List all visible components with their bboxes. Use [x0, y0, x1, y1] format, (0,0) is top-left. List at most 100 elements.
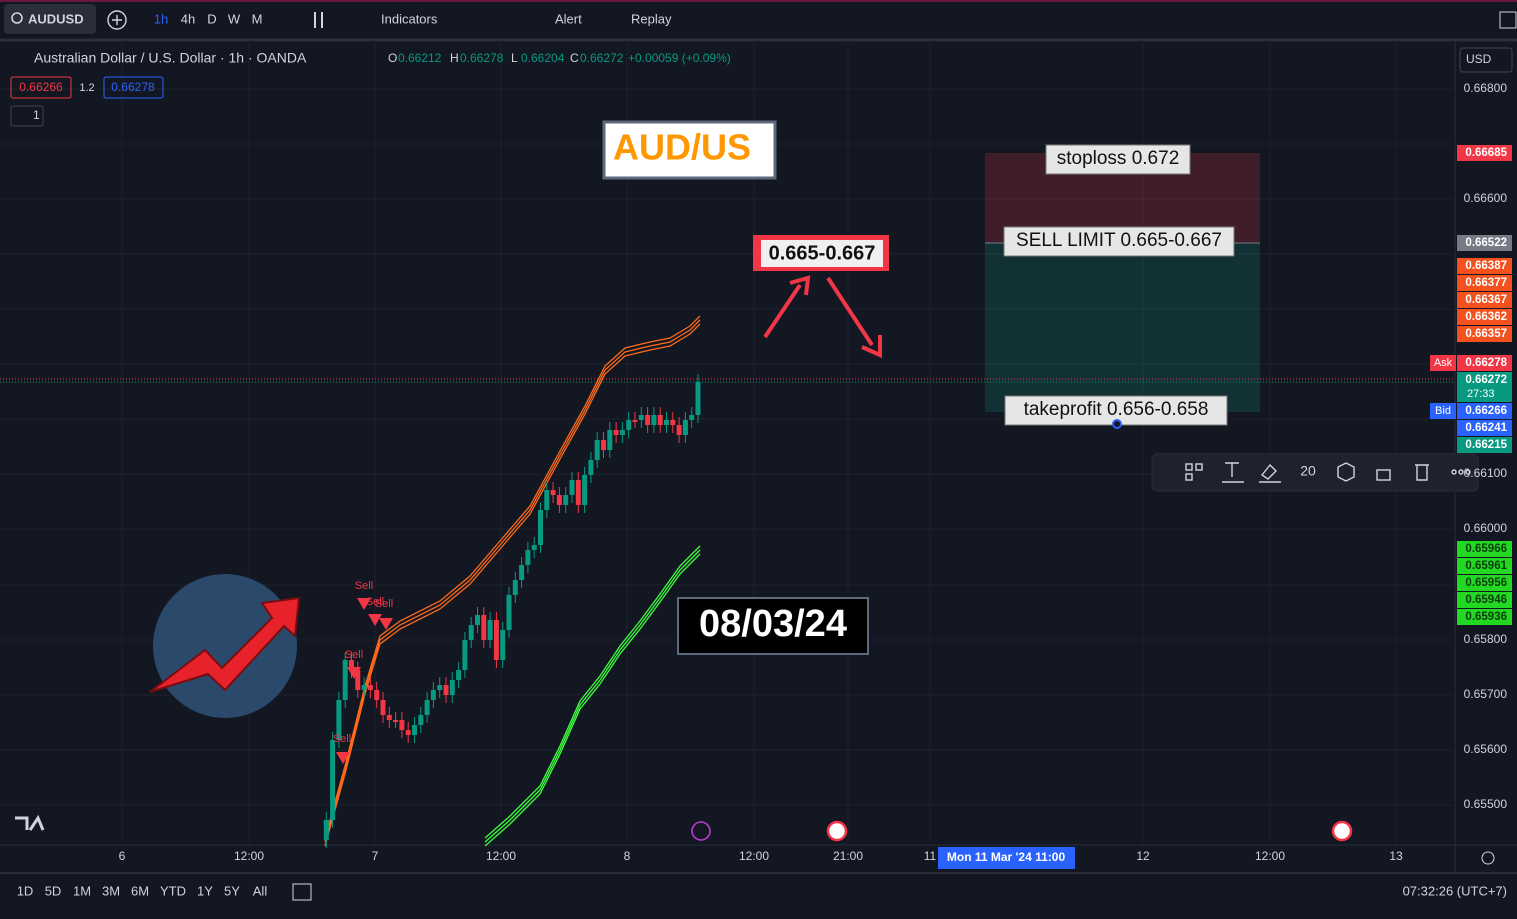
- green-band: [484, 545, 701, 839]
- bid-badge-bg: [1457, 403, 1512, 419]
- window-icon[interactable]: [1499, 11, 1517, 29]
- interval[interactable]: 1h: [154, 11, 168, 26]
- date-box[interactable]: [677, 597, 869, 655]
- orange-band: [324, 315, 701, 839]
- buy-box[interactable]: [103, 76, 164, 99]
- candle: [563, 495, 569, 505]
- range-button[interactable]: 1D: [17, 883, 34, 898]
- indicators[interactable]: Indicators: [381, 11, 438, 26]
- interval[interactable]: D: [207, 11, 216, 26]
- tool-template-c: [1185, 473, 1193, 481]
- tool-lock[interactable]: [1376, 469, 1391, 481]
- currency-box[interactable]: [1459, 47, 1513, 73]
- signal-label: Sell: [375, 598, 393, 610]
- candle: [676, 425, 682, 435]
- candle: [613, 430, 619, 435]
- order-badge: 0.66377: [1465, 277, 1507, 289]
- event-icon[interactable]: [691, 821, 711, 841]
- green-badge: 0.65961: [1465, 560, 1507, 572]
- change: +0.00059 (+0.09%): [628, 51, 731, 65]
- symbol[interactable]: AUDUSD: [28, 11, 84, 26]
- range-button[interactable]: 1M: [73, 883, 91, 898]
- sell-label-box[interactable]: [1003, 226, 1235, 257]
- range-button[interactable]: 5D: [45, 883, 62, 898]
- signal-label: Sell: [366, 596, 384, 608]
- green-badge: 0.65936: [1465, 611, 1507, 623]
- bid-label-bg: [1430, 403, 1456, 419]
- date-annotation[interactable]: 08/03/24: [699, 603, 847, 645]
- indicators-box[interactable]: [10, 105, 44, 127]
- us-event-b[interactable]: [1331, 820, 1353, 842]
- logo-arrow: [149, 596, 301, 693]
- sell-box[interactable]: [10, 76, 72, 99]
- interval[interactable]: 4h: [181, 11, 195, 26]
- candle: [556, 495, 562, 505]
- tool-fill[interactable]: [1259, 463, 1281, 483]
- order-badge: 0.66387: [1465, 260, 1507, 272]
- range-annotation[interactable]: 0.665-0.667: [769, 242, 876, 264]
- currency[interactable]: USD: [1466, 52, 1492, 66]
- line-width[interactable]: 20: [1300, 463, 1316, 479]
- sell-limit-label[interactable]: SELL LIMIT 0.665-0.667: [1016, 230, 1222, 251]
- crosshair-time: Mon 11 Mar '24 11:00: [947, 850, 1066, 864]
- buy-price[interactable]: 0.66278: [111, 80, 155, 94]
- legend-title: Australian Dollar / U.S. Dollar · 1h · O…: [34, 50, 307, 66]
- time-label: 12:00: [486, 849, 516, 863]
- handle[interactable]: [1112, 419, 1122, 429]
- interval[interactable]: M: [252, 11, 263, 26]
- stoploss-label[interactable]: stoploss 0.672: [1057, 148, 1180, 169]
- takeprofit-zone[interactable]: [985, 243, 1260, 412]
- search-icon: [11, 12, 23, 24]
- symbol-box[interactable]: [4, 4, 96, 34]
- range-button[interactable]: 6M: [131, 883, 149, 898]
- candle: [638, 415, 644, 420]
- candle: [657, 415, 663, 425]
- candle: [336, 700, 342, 740]
- calendar-icon[interactable]: [292, 883, 312, 901]
- tv-logo[interactable]: [15, 814, 45, 831]
- candle-icon[interactable]: [314, 12, 323, 28]
- us-event[interactable]: [826, 820, 848, 842]
- time-label: 13: [1389, 849, 1403, 863]
- replay[interactable]: Replay: [631, 11, 672, 26]
- axis-settings[interactable]: [1481, 851, 1495, 865]
- orange-band: [324, 319, 701, 843]
- candle: [367, 685, 373, 690]
- green-badge-bg: [1457, 541, 1512, 557]
- tool-more-b: [1458, 469, 1464, 475]
- candle: [430, 690, 436, 700]
- candle: [626, 420, 632, 430]
- range-button[interactable]: 5Y: [224, 883, 240, 898]
- candle: [607, 430, 613, 450]
- candle: [443, 685, 449, 695]
- interval[interactable]: W: [228, 11, 241, 26]
- title-box[interactable]: [602, 120, 777, 180]
- title-annotation[interactable]: AUD/US: [613, 127, 751, 168]
- time-label: 7: [372, 849, 379, 863]
- stoploss-badge-bg: [1457, 145, 1512, 161]
- candle: [386, 715, 392, 720]
- takeprofit-label[interactable]: takeprofit 0.656-0.658: [1024, 399, 1209, 420]
- tool-template[interactable]: [1185, 463, 1193, 471]
- signal-marker: [368, 614, 382, 626]
- alert[interactable]: Alert: [555, 11, 582, 26]
- time-label: 12:00: [234, 849, 264, 863]
- green-badge: 0.65946: [1465, 594, 1507, 606]
- price-label: 0.66100: [1464, 466, 1508, 480]
- tool-delete[interactable]: [1415, 464, 1429, 481]
- tool-more[interactable]: [1451, 469, 1457, 475]
- range-button[interactable]: All: [253, 883, 268, 898]
- candle: [330, 740, 336, 820]
- range-button[interactable]: 1Y: [197, 883, 213, 898]
- tool-settings[interactable]: [1337, 462, 1355, 482]
- add-icon[interactable]: [107, 10, 127, 30]
- range-button[interactable]: 3M: [102, 883, 120, 898]
- order-badge-bg: [1457, 326, 1512, 342]
- range-button[interactable]: YTD: [160, 883, 186, 898]
- stoploss-label-box[interactable]: [1045, 144, 1191, 175]
- tool-text[interactable]: [1222, 462, 1244, 483]
- candle: [418, 715, 424, 725]
- candle: [487, 620, 493, 640]
- green-badge-bg: [1457, 609, 1512, 625]
- sell-price[interactable]: 0.66266: [19, 80, 63, 94]
